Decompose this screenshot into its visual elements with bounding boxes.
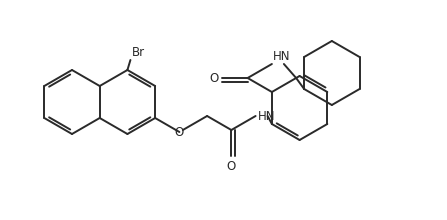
Text: HN: HN	[257, 110, 275, 123]
Text: O: O	[227, 160, 236, 173]
Text: Br: Br	[131, 46, 144, 59]
Text: O: O	[175, 125, 184, 139]
Text: O: O	[209, 72, 219, 84]
Text: HN: HN	[273, 50, 291, 63]
